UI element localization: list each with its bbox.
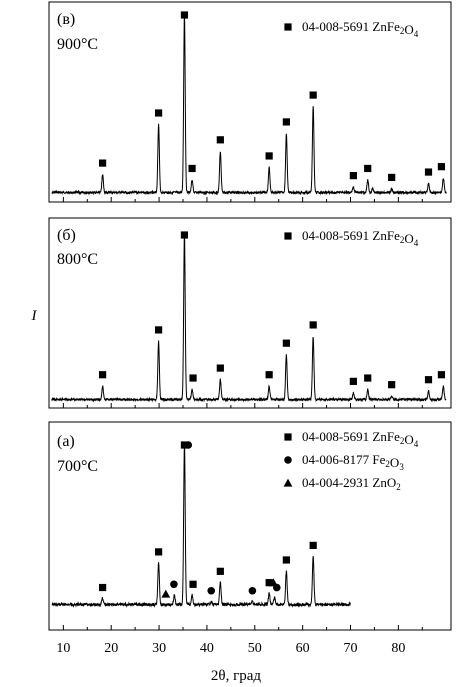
panel-temperature-bottom: 700°C — [57, 458, 98, 475]
peak-marker-square — [180, 441, 189, 449]
trace-700c — [51, 443, 351, 608]
peak-marker-circle — [170, 580, 178, 589]
peak-marker-square — [309, 91, 317, 99]
x-tick-label: 60 — [296, 641, 310, 656]
panel-letter-top: (в) — [57, 11, 75, 28]
peak-marker-square — [309, 541, 317, 549]
peak-marker-square — [282, 118, 290, 126]
legend-top: 04-008-5691 ZnFe2O4 — [284, 19, 419, 39]
peak-marker-square — [388, 381, 396, 389]
peak-marker-circle — [184, 441, 193, 449]
legend-marker-square — [284, 232, 292, 240]
peak-marker-square — [154, 109, 163, 117]
peak-marker-square — [99, 159, 107, 167]
legend-marker-square — [284, 433, 292, 441]
peak-marker-square — [189, 580, 197, 588]
legend-marker-triangle — [283, 478, 293, 487]
x-tick-label: 70 — [344, 641, 358, 656]
peak-marker-square — [364, 374, 372, 382]
legend-label: 04-008-5691 ZnFe2O4 — [302, 228, 419, 248]
peak-marker-square — [437, 163, 446, 171]
peak-marker-square — [216, 567, 224, 575]
legend-label: 04-008-5691 ZnFe2O4 — [302, 19, 419, 39]
peak-marker-square — [309, 321, 317, 329]
x-tick-label: 50 — [248, 641, 262, 656]
panel-temperature-middle: 800°C — [57, 251, 98, 268]
peak-marker-square — [265, 371, 273, 379]
legend-marker-square — [284, 23, 292, 31]
panel-frame-bottom — [48, 421, 452, 631]
peak-marker-square — [180, 11, 189, 19]
panel-letter-middle: (б) — [57, 227, 76, 244]
phase-markers-900c — [99, 11, 446, 182]
peak-marker-square — [265, 152, 273, 160]
panel-frame-top — [48, 1, 452, 203]
panel-letter-bottom: (a) — [57, 433, 75, 450]
peak-marker-square — [189, 374, 197, 382]
legend-label: 04-004-2931 ZnO2 — [302, 475, 401, 492]
peak-marker-square — [424, 376, 433, 384]
x-tick-label: 40 — [200, 641, 214, 656]
legend-middle: 04-008-5691 ZnFe2O4 — [284, 228, 419, 248]
peak-marker-square — [188, 164, 196, 173]
peak-marker-square — [349, 172, 357, 180]
phase-markers-800c — [99, 231, 446, 389]
peak-marker-triangle — [161, 589, 171, 598]
trace-900c — [51, 13, 447, 196]
peak-marker-square — [180, 231, 189, 239]
panel-frame-middle — [48, 217, 452, 409]
x-tick-label: 30 — [152, 641, 166, 656]
panel-temperature-top: 900°C — [57, 36, 98, 53]
y-axis-label: I — [31, 308, 38, 324]
peak-marker-square — [424, 168, 433, 176]
peak-marker-square — [154, 326, 163, 334]
legend-marker-circle — [284, 456, 292, 464]
trace-800c — [51, 233, 447, 403]
peak-marker-square — [282, 339, 290, 347]
legend-bottom: 04-008-5691 ZnFe2O4 04-006-8177 Fe2O3 04-0… — [283, 429, 419, 492]
peak-marker-square — [216, 136, 224, 144]
peak-marker-square — [364, 164, 372, 173]
x-axis-ticks: 10 20 30 40 50 60 70 80 — [56, 197, 423, 656]
peak-marker-square — [216, 364, 224, 372]
x-tick-label: 10 — [56, 641, 70, 656]
x-tick-label: 80 — [391, 641, 405, 656]
phase-markers-700c — [99, 441, 317, 598]
peak-marker-square — [282, 556, 290, 564]
peak-marker-circle — [207, 586, 216, 595]
legend-label: 04-006-8177 Fe2O3 — [302, 452, 404, 472]
peak-marker-circle — [248, 586, 257, 595]
peak-marker-square — [265, 579, 273, 587]
peak-marker-square — [388, 173, 396, 182]
legend-label: 04-008-5691 ZnFe2O4 — [302, 429, 419, 449]
peak-marker-square — [99, 371, 107, 379]
peak-marker-square — [154, 548, 163, 556]
x-tick-label: 20 — [104, 641, 118, 656]
peak-marker-square — [349, 377, 357, 385]
x-axis-label: 2θ, град — [211, 668, 261, 684]
peak-marker-circle — [273, 583, 281, 592]
peak-marker-square — [99, 583, 107, 592]
peak-marker-square — [437, 371, 446, 379]
